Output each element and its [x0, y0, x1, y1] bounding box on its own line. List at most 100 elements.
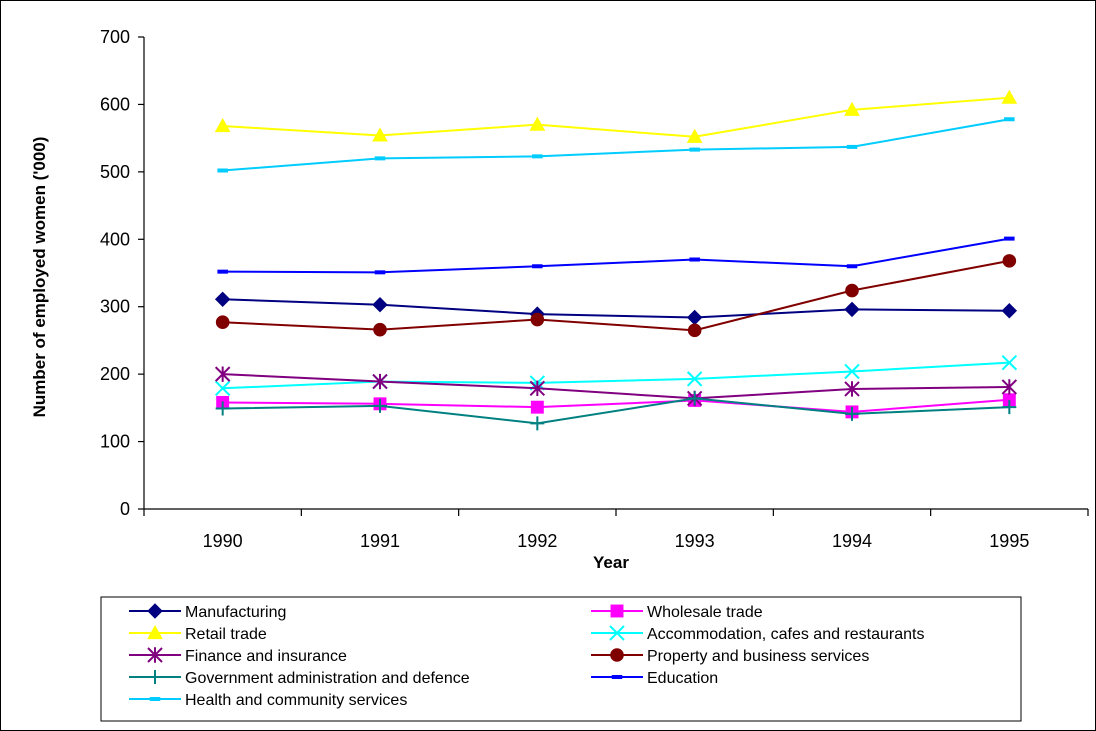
x-axis: 1990 1991 1992 1993 1994 1995: [143, 508, 1089, 551]
series-health-and-community-services: [217, 117, 1015, 173]
data-point: [1001, 379, 1018, 395]
legend-swatch-marker: [609, 625, 625, 641]
series-line: [222, 397, 1010, 425]
data-point: [532, 264, 543, 269]
series-line: [222, 373, 1010, 400]
legend-box: [100, 596, 1022, 722]
legend-swatch-marker: [147, 603, 163, 619]
data-point: [687, 323, 702, 338]
data-point: [1002, 254, 1017, 268]
data-point: [215, 401, 230, 416]
series-line: [222, 398, 1010, 413]
data-point: [215, 315, 230, 330]
series-education: [217, 236, 1015, 275]
x-tick-label: 1990: [203, 531, 243, 551]
data-point: [686, 128, 703, 143]
data-point: [846, 144, 858, 149]
y-tick-label: 600: [100, 94, 130, 114]
data-point: [845, 283, 859, 298]
series-lines: [214, 89, 1018, 431]
legend-swatch-marker: [147, 647, 163, 663]
legend-swatch-marker: [610, 648, 624, 662]
data-point: [373, 322, 387, 337]
legend-swatch-marker: [149, 697, 161, 701]
data-point: [217, 168, 228, 173]
data-point: [846, 264, 858, 269]
series-line: [222, 298, 1010, 319]
data-point: [844, 363, 860, 380]
legend-label: Manufacturing: [185, 604, 286, 621]
x-tick-label: 1992: [517, 531, 557, 551]
legend-item: Health and community services: [129, 692, 407, 709]
x-axis-title: Year: [593, 553, 629, 572]
data-point: [1002, 400, 1017, 415]
legend-label: Education: [647, 670, 718, 687]
data-point: [1001, 89, 1018, 104]
data-point: [217, 269, 228, 274]
data-point: [844, 301, 860, 318]
series-retail-trade: [214, 89, 1018, 143]
data-point: [214, 380, 231, 397]
x-tick-label: 1991: [360, 531, 400, 551]
x-tick-label: 1993: [675, 531, 715, 551]
data-point: [689, 257, 700, 262]
legend-swatch-marker: [147, 624, 163, 640]
x-tick-label: 1994: [832, 531, 872, 551]
data-point: [1004, 236, 1015, 241]
series-line: [222, 96, 1010, 138]
series-finance-and-insurance: [214, 366, 1018, 407]
series-line: [222, 118, 1010, 172]
data-point: [845, 406, 859, 421]
series-property-and-business-services: [215, 254, 1017, 338]
data-point: [844, 381, 860, 397]
legend-item: Retail trade: [129, 624, 267, 643]
legend-item: Manufacturing: [129, 603, 286, 621]
series-line: [222, 237, 1010, 274]
series-line: [222, 361, 1010, 390]
data-point: [372, 373, 388, 390]
y-tick-label: 300: [100, 297, 130, 317]
data-point: [686, 371, 703, 387]
legend-label: Government administration and defence: [185, 670, 470, 687]
legend-label: Wholesale trade: [647, 604, 763, 621]
legend-item: Education: [591, 670, 718, 687]
data-point: [532, 154, 543, 159]
data-point: [1001, 354, 1018, 371]
y-tick-label: 0: [120, 499, 130, 519]
data-point: [214, 291, 231, 308]
data-point: [1001, 303, 1018, 319]
data-point: [1004, 117, 1015, 122]
data-point: [687, 391, 702, 406]
data-point: [529, 116, 546, 131]
legend-label: Property and business services: [647, 648, 869, 665]
y-tick-label: 200: [100, 364, 130, 384]
legend-label: Retail trade: [185, 626, 267, 643]
legend-item: Wholesale trade: [591, 604, 763, 621]
legend-swatch-marker: [148, 670, 162, 684]
legend-swatch-marker: [611, 675, 623, 679]
x-tick-label: 1995: [989, 531, 1029, 551]
data-point: [374, 156, 386, 161]
data-point: [372, 296, 388, 313]
legend-label: Accommodation, cafes and restaurants: [647, 626, 924, 643]
data-point: [372, 127, 388, 142]
y-tick-label: 500: [100, 162, 130, 182]
legend: Manufacturing Wholesale trade Retail trade…: [100, 596, 1022, 722]
legend-swatch-marker: [610, 604, 624, 618]
data-point: [686, 309, 703, 326]
data-point: [530, 416, 545, 431]
data-point: [689, 147, 700, 152]
y-tick-label: 700: [100, 27, 130, 47]
series-government-administration-and-defence: [215, 391, 1017, 431]
data-point: [844, 101, 860, 116]
data-point: [374, 270, 386, 275]
legend-item: Finance and insurance: [129, 647, 347, 665]
legend-item: Property and business services: [591, 648, 869, 665]
data-point: [214, 366, 231, 382]
legend-item: Accommodation, cafes and restaurants: [591, 625, 924, 643]
legend-label: Finance and insurance: [185, 648, 347, 665]
y-axis-title: Number of employed women ('000): [30, 137, 49, 418]
series-manufacturing: [214, 291, 1018, 326]
